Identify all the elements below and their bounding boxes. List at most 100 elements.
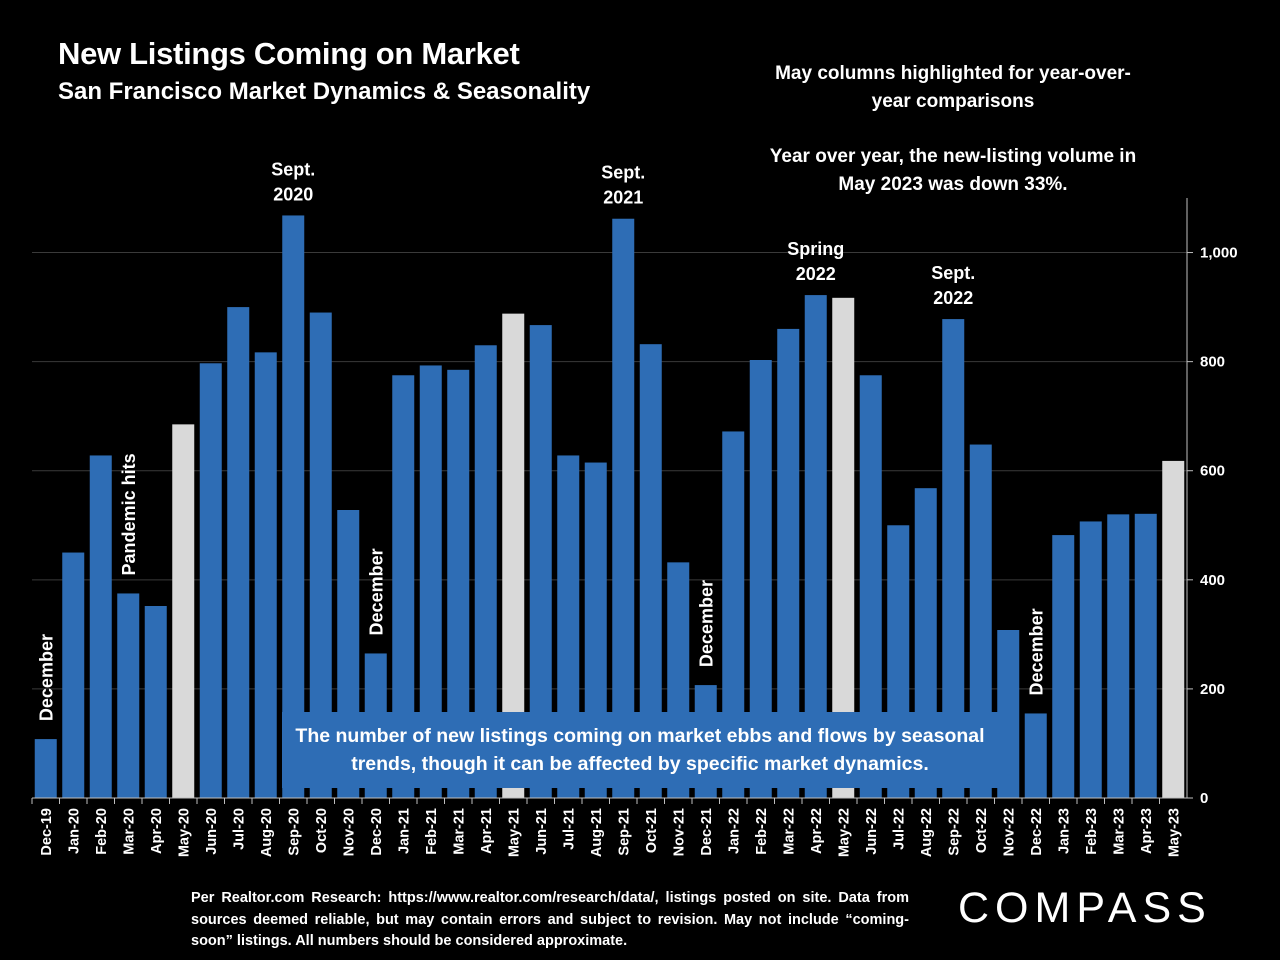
x-tick-label: Dec-21 xyxy=(699,808,715,856)
x-tick-label: Oct-22 xyxy=(974,808,990,853)
x-tick-label: Aug-20 xyxy=(259,808,275,857)
bar-mar-21 xyxy=(447,369,470,798)
bar-jun-20 xyxy=(199,363,222,798)
x-tick-label: Jun-22 xyxy=(864,808,880,855)
bar-aug-20 xyxy=(254,352,277,798)
y-tick-label: 1,000 xyxy=(1200,245,1238,262)
bar-may-21 xyxy=(502,313,525,798)
x-tick-label: Jul-22 xyxy=(891,808,907,850)
bar-sep-21 xyxy=(612,218,635,798)
x-tick-label: Jun-21 xyxy=(534,808,550,855)
y-tick-label: 800 xyxy=(1200,354,1225,371)
gridlines xyxy=(32,252,1187,690)
x-tick-label: Dec-19 xyxy=(39,808,55,856)
annotation-label: Spring 2022 xyxy=(787,239,844,284)
x-tick-label: Feb-23 xyxy=(1084,808,1100,855)
bar-jan-23 xyxy=(1052,535,1075,798)
bar-may-20 xyxy=(172,424,195,798)
y-tick-label: 600 xyxy=(1200,463,1225,480)
annotation-label: Sept. 2021 xyxy=(601,163,645,208)
x-tick-label: Nov-22 xyxy=(1001,808,1017,856)
x-tick-label: Sep-22 xyxy=(946,808,962,856)
tick-labels: 0 200 400 600 800 1,000 Dec-19 Jan-20 Feb-20 Mar-… xyxy=(39,245,1238,858)
bar-oct-22 xyxy=(969,444,992,798)
compass-logo: COMPASS xyxy=(958,884,1212,932)
x-tick-label: Feb-22 xyxy=(754,808,770,855)
x-tick-label: Feb-21 xyxy=(424,808,440,855)
page-title: New Listings Coming on Market xyxy=(58,36,520,71)
annotation-label: December xyxy=(37,634,57,721)
bar-jun-22 xyxy=(859,375,882,798)
bar-oct-20 xyxy=(309,312,332,798)
bar-apr-21 xyxy=(474,345,497,798)
bar-jan-20 xyxy=(62,552,85,798)
page-subtitle: San Francisco Market Dynamics & Seasonal… xyxy=(58,78,591,105)
annotation-label: Sept. 2022 xyxy=(931,263,975,308)
bar-mar-22 xyxy=(777,328,800,798)
x-tick-label: Jul-20 xyxy=(231,808,247,850)
x-tick-label: Nov-21 xyxy=(671,808,687,856)
x-tick-label: Dec-22 xyxy=(1029,808,1045,856)
x-tick-label: Aug-21 xyxy=(589,808,605,857)
y-tick-label: 0 xyxy=(1200,790,1208,807)
bar-dec-22 xyxy=(1024,713,1047,798)
bar-nov-22 xyxy=(997,630,1020,798)
x-tick-label: Mar-21 xyxy=(451,808,467,855)
bar-feb-21 xyxy=(419,365,442,798)
x-tick-label: Apr-22 xyxy=(809,808,825,854)
bar-apr-20 xyxy=(144,606,167,798)
x-tick-label: Mar-23 xyxy=(1111,808,1127,855)
x-tick-label: Jan-21 xyxy=(396,808,412,854)
x-tick-label: Oct-20 xyxy=(314,808,330,853)
x-tick-label: May-23 xyxy=(1166,808,1182,857)
yoy-note: Year over year, the new-listing volume i… xyxy=(769,146,1137,195)
y-tick-label: 400 xyxy=(1200,572,1225,589)
bars xyxy=(34,215,1185,799)
x-tick-label: Sep-20 xyxy=(286,808,302,856)
bar-apr-23 xyxy=(1134,513,1157,798)
x-tick-label: May-22 xyxy=(836,808,852,857)
x-tick-label: Jan-22 xyxy=(726,808,742,854)
bar-feb-22 xyxy=(749,360,772,798)
x-tick-label: Feb-20 xyxy=(94,808,110,855)
x-tick-label: Sep-21 xyxy=(616,808,632,856)
x-tick-label: Jul-21 xyxy=(561,808,577,850)
bar-may-22 xyxy=(832,297,855,798)
source-note: Per Realtor.com Research: https://www.re… xyxy=(191,890,909,949)
bar-sep-22 xyxy=(942,319,965,798)
annotation-label: December xyxy=(697,580,717,667)
x-tick-label: Nov-20 xyxy=(341,808,357,856)
x-tick-label: Jan-20 xyxy=(66,808,82,854)
x-tick-label: Aug-22 xyxy=(919,808,935,857)
bar-oct-21 xyxy=(639,344,662,798)
x-tick-label: Oct-21 xyxy=(644,808,660,853)
x-tick-label: May-20 xyxy=(176,808,192,857)
bar-jun-21 xyxy=(529,325,552,798)
y-tick-label: 200 xyxy=(1200,681,1225,698)
bar-sep-20 xyxy=(282,215,305,799)
annotation-label: Sept. 2020 xyxy=(271,159,315,204)
annotations: December Pandemic hits Sept. 2020 December Se… xyxy=(37,159,1047,721)
bar-jan-21 xyxy=(392,375,415,798)
bar-mar-20 xyxy=(117,593,140,798)
bar-mar-23 xyxy=(1107,514,1130,798)
bar-apr-22 xyxy=(804,295,827,798)
annotation-label: December xyxy=(1027,608,1047,695)
x-tick-label: Jun-20 xyxy=(204,808,220,855)
bar-feb-23 xyxy=(1079,521,1102,798)
axes xyxy=(31,198,1193,804)
bar-jul-20 xyxy=(227,307,250,798)
x-tick-label: Apr-20 xyxy=(149,808,165,854)
x-tick-label: Jan-23 xyxy=(1056,808,1072,854)
x-tick-label: Mar-22 xyxy=(781,808,797,855)
may-highlight-note: May columns highlighted for year-over-ye… xyxy=(775,63,1131,112)
x-tick-label: May-21 xyxy=(506,808,522,857)
bar-may-23 xyxy=(1162,460,1185,798)
x-tick-label: Apr-21 xyxy=(479,808,495,854)
x-tick-label: Dec-20 xyxy=(369,808,385,856)
x-tick-label: Apr-23 xyxy=(1139,808,1155,854)
bar-feb-20 xyxy=(89,455,112,798)
x-tick-label: Mar-20 xyxy=(121,808,137,855)
annotation-label: December xyxy=(367,548,387,635)
annotation-label: Pandemic hits xyxy=(119,453,139,575)
